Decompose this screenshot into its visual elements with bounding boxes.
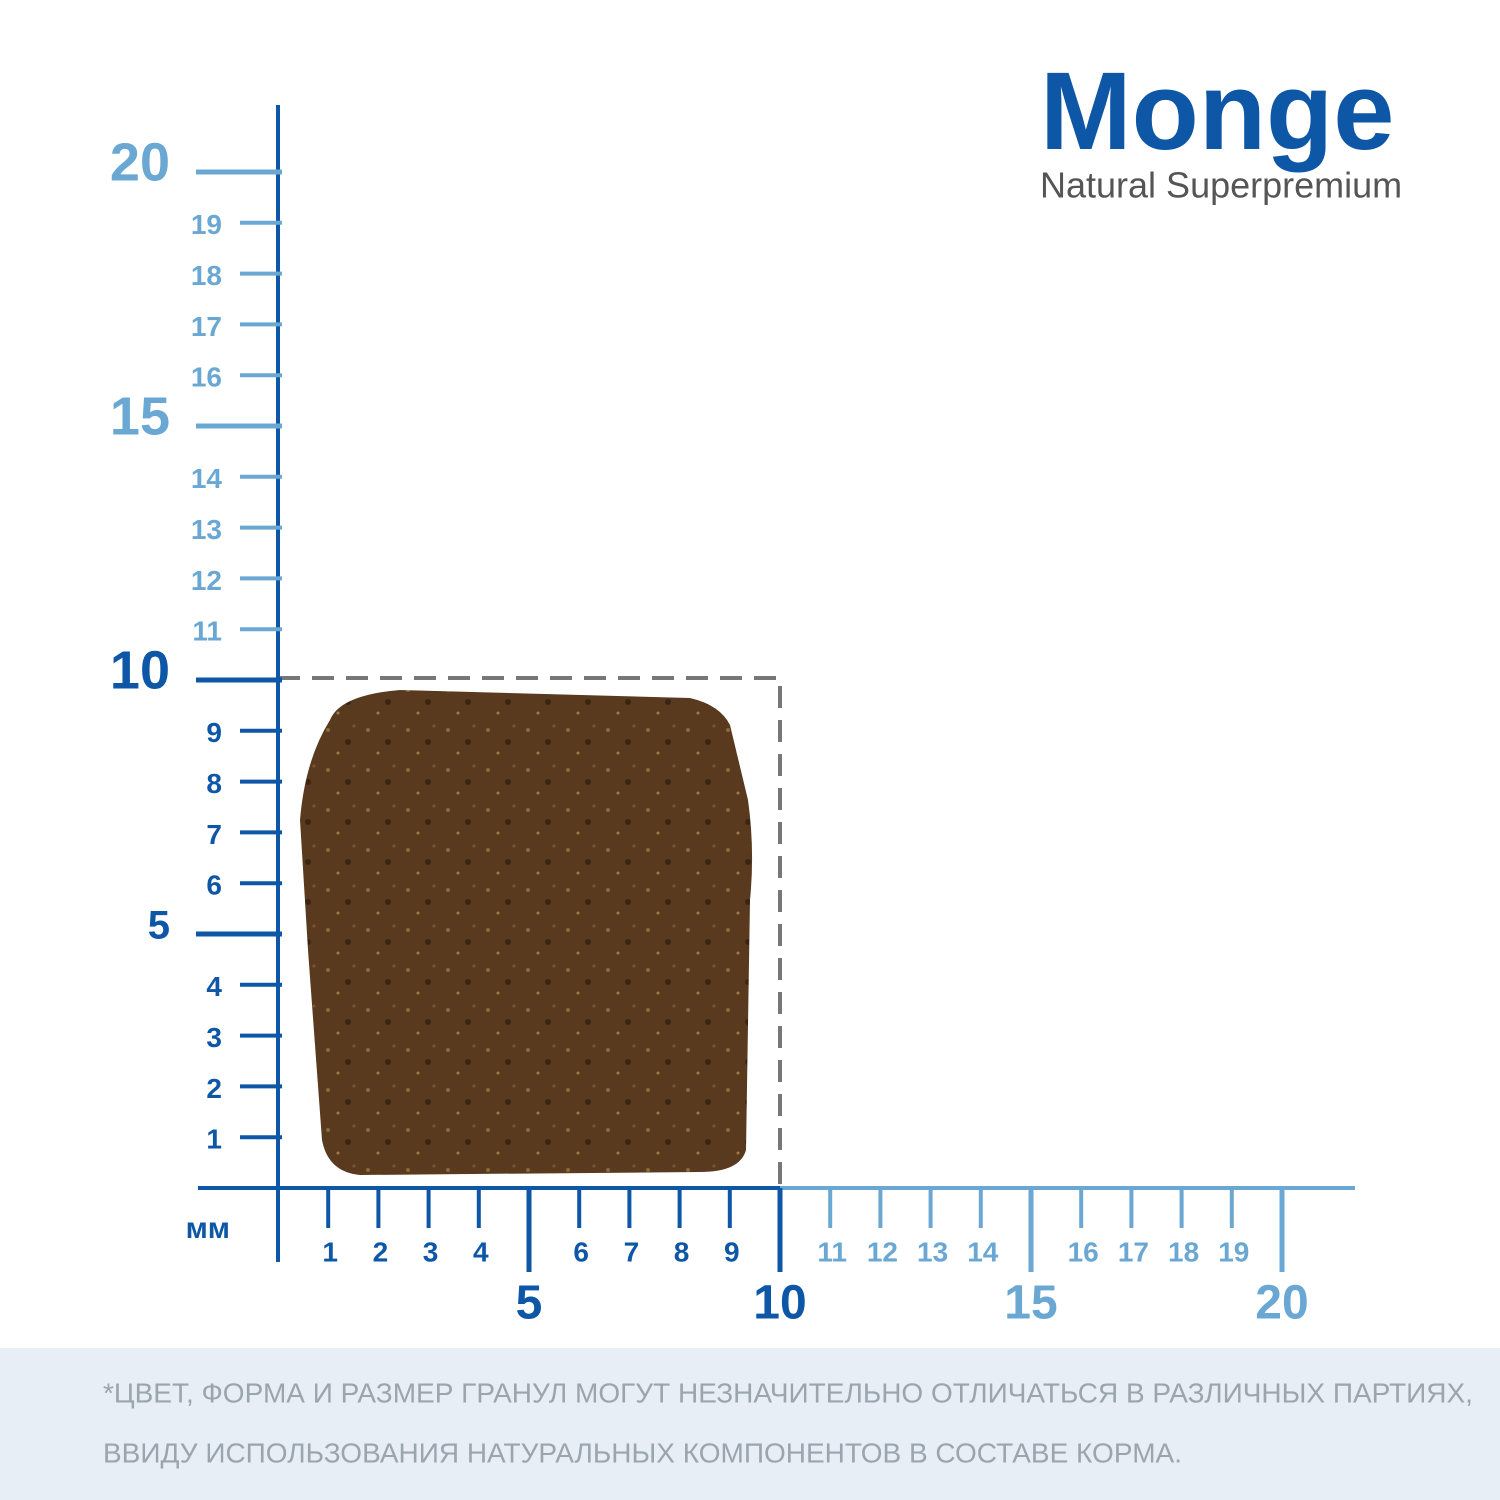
y-tick-label: 13 — [191, 514, 222, 545]
y-tick-label: 5 — [148, 904, 170, 948]
y-tick-label: 8 — [206, 768, 222, 799]
x-tick-label: 10 — [753, 1277, 806, 1330]
x-tick-label: 17 — [1118, 1236, 1149, 1267]
brand-logo: Monge — [1040, 50, 1394, 173]
y-tick-label: 7 — [206, 819, 222, 850]
y-tick-label: 3 — [206, 1022, 222, 1053]
disclaimer-line: ВВИДУ ИСПОЛЬЗОВАНИЯ НАТУРАЛЬНЫХ КОМПОНЕН… — [103, 1437, 1182, 1468]
y-tick-label: 12 — [191, 565, 222, 596]
y-tick-label: 18 — [191, 260, 222, 291]
brand-tagline: Natural Superpremium — [1040, 165, 1402, 206]
y-tick-label: 1 — [206, 1124, 222, 1155]
x-tick-label: 6 — [573, 1236, 589, 1267]
y-tick-label: 6 — [206, 870, 222, 901]
x-tick-label: 5 — [516, 1277, 543, 1330]
y-tick-label: 17 — [191, 311, 222, 342]
x-tick-label: 16 — [1068, 1236, 1099, 1267]
x-tick-label: 15 — [1004, 1277, 1057, 1330]
x-tick-label: 7 — [624, 1236, 640, 1267]
x-tick-label: 11 — [817, 1236, 847, 1267]
x-tick-label: 9 — [724, 1236, 740, 1267]
y-tick-label: 2 — [206, 1073, 222, 1104]
y-tick-label: 15 — [110, 386, 170, 446]
y-tick-label: 19 — [191, 209, 222, 240]
kibble — [300, 690, 753, 1175]
x-tick-label: 3 — [423, 1236, 439, 1267]
x-tick-label: 13 — [917, 1236, 948, 1267]
x-tick-label: 19 — [1218, 1236, 1249, 1267]
y-tick-label: 9 — [206, 717, 222, 748]
x-tick-label: 8 — [674, 1236, 690, 1267]
x-tick-label: 2 — [373, 1236, 389, 1267]
y-tick-label: 14 — [191, 463, 223, 494]
disclaimer-line: *ЦВЕТ, ФОРМА И РАЗМЕР ГРАНУЛ МОГУТ НЕЗНА… — [103, 1377, 1473, 1408]
y-tick-label: 20 — [110, 132, 170, 192]
x-tick-label: 4 — [473, 1236, 489, 1267]
x-tick-label: 12 — [867, 1236, 898, 1267]
x-tick-label: 20 — [1255, 1277, 1308, 1330]
x-tick-label: 1 — [322, 1236, 338, 1267]
y-tick-label: 10 — [110, 640, 170, 700]
y-tick-label: 4 — [206, 971, 222, 1002]
unit-label: мм — [186, 1212, 230, 1245]
y-tick-label: 16 — [191, 362, 222, 393]
x-tick-label: 18 — [1168, 1236, 1199, 1267]
x-tick-label: 14 — [967, 1236, 999, 1267]
y-tick-label: 11 — [192, 616, 222, 647]
footer-band — [0, 1348, 1500, 1500]
